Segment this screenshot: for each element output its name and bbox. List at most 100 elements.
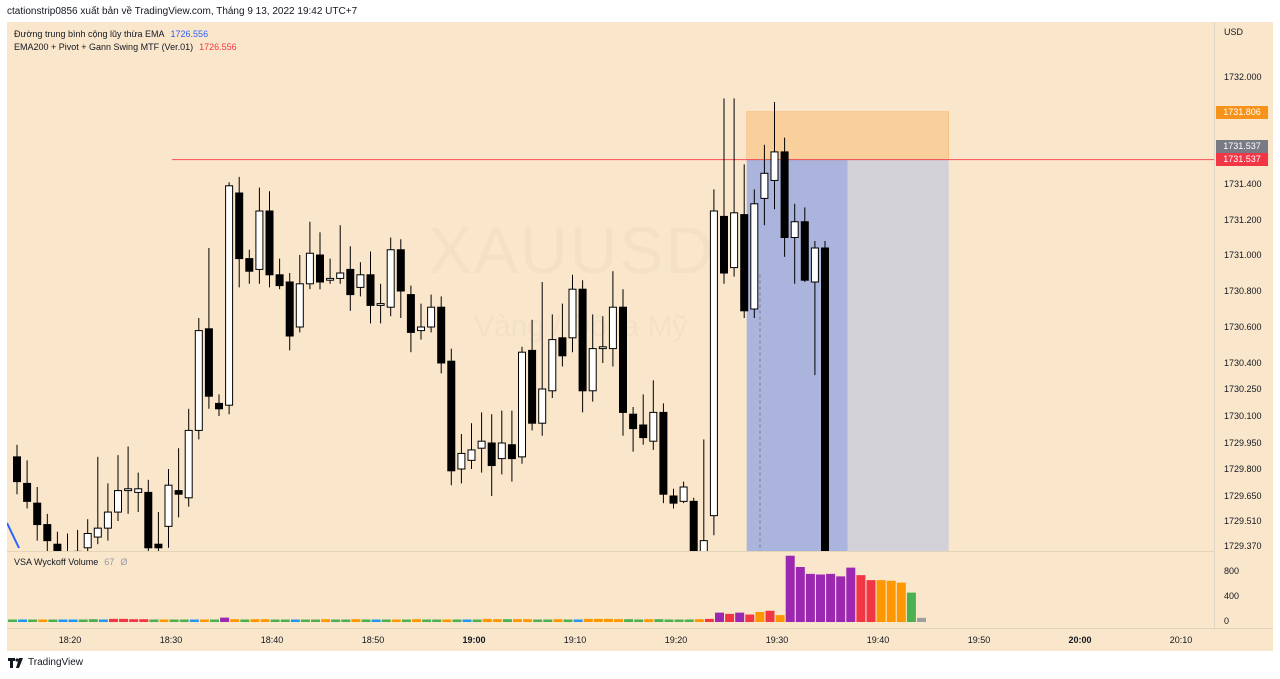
time-axis[interactable] [7, 628, 1273, 651]
legend-volume-extra: Ø [120, 557, 128, 567]
candle-bearish [53, 543, 62, 551]
volume-bar [876, 580, 886, 622]
volume-bar [553, 619, 563, 622]
ema-line [7, 522, 20, 549]
time-tick-label: 20:10 [1170, 635, 1193, 645]
candle-bullish [477, 440, 486, 449]
volume-bar [886, 580, 896, 622]
candle-bearish [720, 215, 728, 274]
candle-bullish [709, 210, 718, 517]
candle-bearish [215, 402, 223, 410]
candle-bullish [427, 306, 436, 328]
candle-bullish [376, 303, 385, 306]
volume-bar [785, 555, 795, 622]
candle-bearish [447, 360, 456, 472]
volume-bar [482, 618, 492, 622]
candle-bearish [639, 424, 648, 439]
volume-bar [321, 619, 331, 622]
price-tick-label: 1729.800 [1224, 464, 1262, 474]
volume-bar [179, 619, 189, 622]
candle-bearish [174, 490, 183, 495]
footer-brand: TradingView [28, 657, 84, 668]
price-tick-label: 1729.950 [1224, 438, 1262, 448]
volume-bar [715, 612, 724, 622]
candle-bullish [497, 442, 506, 460]
candle-bullish [305, 252, 314, 285]
volume-pane-divider [7, 551, 1214, 552]
volume-bar [846, 567, 856, 622]
volume-bar [664, 619, 674, 622]
volume-bar [159, 619, 169, 622]
candle-bullish [467, 449, 476, 461]
candle-bearish [669, 495, 678, 504]
volume-bar [331, 619, 341, 622]
volume-bar [492, 619, 502, 622]
volume-bar [290, 619, 300, 622]
legend-ema200-pivot[interactable]: EMA200 + Pivot + Gann Swing MTF (Ver.01)… [14, 41, 237, 53]
volume-bar [725, 613, 735, 622]
time-tick-label: 19:40 [867, 635, 890, 645]
candle-bearish [528, 349, 537, 424]
volume-bar [361, 619, 371, 622]
candle-bullish [225, 185, 234, 406]
legend-volume-name: VSA Wyckoff Volume [14, 557, 99, 567]
price-tick-label: 1731.200 [1224, 215, 1262, 225]
candle-bullish [134, 488, 143, 493]
time-tick-label: 20:00 [1068, 635, 1091, 645]
candle-bearish [144, 491, 153, 549]
candle-bearish [507, 444, 516, 460]
volume-bar [775, 615, 785, 622]
candle-bullish [810, 247, 819, 283]
volume-bar [220, 617, 230, 622]
legend-volume[interactable]: VSA Wyckoff Volume 67 Ø [14, 557, 127, 567]
volume-bar [523, 619, 533, 622]
volume-bar [28, 619, 38, 622]
currency-label: USD [1224, 27, 1244, 37]
candle-bearish [821, 247, 829, 551]
price-tick-label: 1729.650 [1224, 491, 1262, 501]
volume-bar [826, 573, 836, 622]
candle-bearish [285, 281, 294, 337]
volume-bar [311, 619, 320, 622]
volume-bar [98, 619, 108, 622]
volume-bar [906, 592, 916, 622]
candle-bullish [386, 249, 395, 308]
candle-bearish [659, 411, 668, 495]
volume-bar [795, 567, 805, 622]
candle-bearish [689, 500, 698, 551]
volume-bar [401, 619, 411, 622]
volume-bar [917, 617, 926, 622]
candle-bullish [548, 339, 557, 392]
candle-bullish [518, 351, 526, 458]
candle-bullish [649, 411, 658, 442]
volume-bar [381, 619, 391, 622]
price-label: 1731.537 [1216, 153, 1268, 166]
publish-header: ctationstrip0856 xuất bản về TradingView… [7, 6, 358, 17]
volume-bar [816, 574, 825, 622]
volume-bar [644, 619, 654, 622]
volume-bar [735, 612, 745, 622]
price-label: 1731.806 [1216, 105, 1268, 119]
candle-bullish [770, 151, 779, 181]
volume-bar [210, 619, 219, 622]
volume-bar [462, 619, 472, 622]
price-axis[interactable] [1215, 22, 1273, 628]
candle-bullish [114, 490, 122, 513]
candle-bullish [326, 277, 335, 281]
time-tick-label: 19:10 [564, 635, 587, 645]
volume-bar [78, 619, 88, 622]
volume-bar [573, 619, 583, 622]
volume-bar [654, 619, 664, 622]
candle-bullish [103, 511, 112, 529]
volume-bar [58, 619, 68, 622]
candle-bearish [204, 328, 213, 397]
legend-ema[interactable]: Đường trung bình cộng lũy thừa EMA 1726.5… [14, 28, 208, 40]
candle-bullish [336, 272, 345, 279]
candle-bullish [417, 326, 425, 332]
candle-bullish [356, 274, 365, 288]
time-tick-label: 19:00 [462, 635, 485, 645]
volume-bar [805, 573, 815, 622]
candle-bullish [598, 346, 607, 350]
volume-bar [452, 619, 462, 622]
